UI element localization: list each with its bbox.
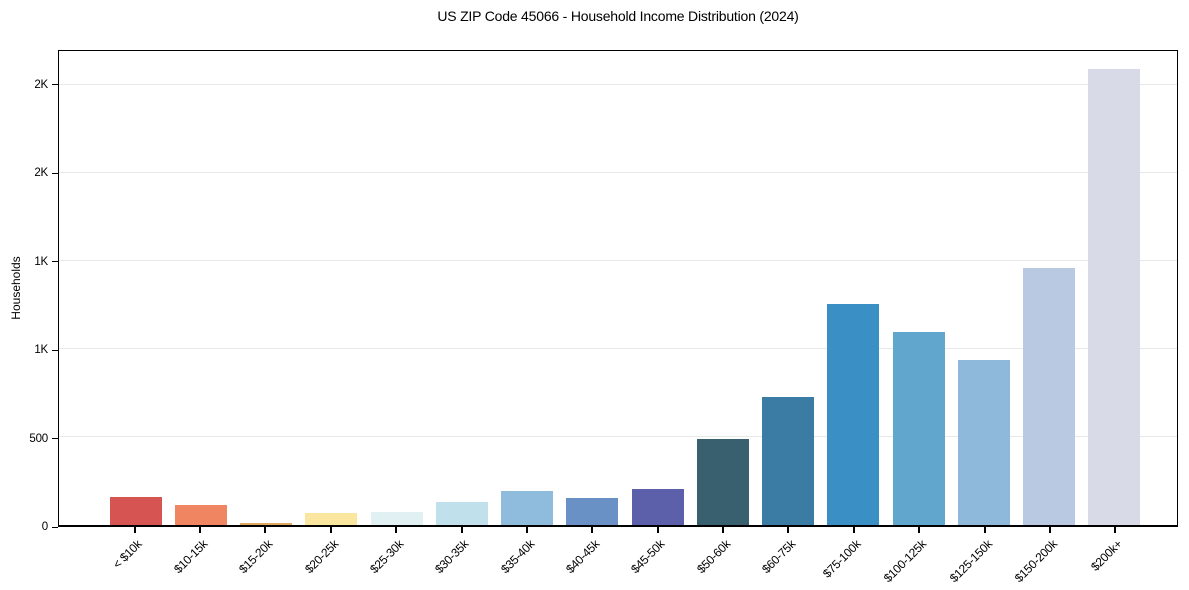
y-tick-mark [52,261,58,262]
x-tick-label: $30-35k [432,537,472,577]
bar-slot [690,51,755,525]
x-tick-mark [525,527,528,533]
bar-slot [821,51,886,525]
bar-slot [560,51,625,525]
bar-slot [625,51,690,525]
x-tick-mark [656,527,659,533]
bar-slot [1017,51,1082,525]
bar-$10-15k [174,505,227,525]
bar-slot [756,51,821,525]
x-tick-label: $10-15k [170,537,210,577]
x-tick-mark [1048,527,1051,533]
y-tick-label: 1K [34,255,48,268]
bar-slot [495,51,560,525]
y-tick-label: 1K [34,344,48,356]
y-tick-mark [52,172,58,174]
x-tick-mark [983,527,986,533]
bar-slot [886,51,951,525]
x-tick-mark [329,527,332,533]
y-tick-label: 0 [41,521,48,533]
bar-$30-35k [435,502,488,525]
chart-title: US ZIP Code 45066 - Household Income Dis… [437,8,799,24]
bar-$20-25k [305,512,358,525]
gridline [59,84,1177,86]
bar-$40-45k [566,498,619,525]
x-tick-label: $50-60k [693,537,733,577]
x-tick-mark [591,527,594,533]
bar-$25-30k [370,512,423,525]
bar-slot [299,51,364,525]
bar-slot [234,51,299,525]
x-tick-mark [395,527,398,533]
bar-$35-40k [501,491,554,525]
x-tick-label: $25-30k [367,537,407,577]
bar-slot [951,51,1016,525]
y-tick-label: 500 [29,432,48,445]
bar-$100-125k [892,331,945,525]
x-tick-label: < $10k [110,537,145,572]
bar-$45-50k [631,489,684,525]
x-tick-mark [918,527,921,533]
x-tick-label: $40-45k [563,537,603,577]
x-tick-mark [460,527,463,533]
bar-slot [103,51,168,525]
bar-slot [429,51,494,525]
x-tick-mark [787,527,790,533]
x-tick-label: $35-40k [497,537,537,577]
bar-series [103,51,1147,525]
y-tick-mark [52,526,58,528]
bar-slot [1082,51,1147,525]
y-tick-label: 2K [34,78,48,91]
bar-$200k+ [1088,69,1141,525]
y-tick-mark [52,84,58,85]
x-tick-label: $60-75k [759,537,799,577]
x-tick-label: $15-20k [236,537,276,577]
x-tick-label: $200k+ [1088,537,1126,574]
x-tick-mark [722,527,725,533]
x-tick-label: $75-100k [820,537,864,581]
x-tick-mark [852,527,855,533]
bar-< $10k [109,497,162,525]
y-tick-mark [52,438,58,439]
y-tick-label: 2K [34,167,48,179]
gridline [59,172,1177,174]
plot-area [58,50,1178,527]
bar-$15-20k [240,522,293,525]
x-tick-label: $150-200k [1011,537,1060,586]
gridline [59,436,1177,438]
x-tick-label: $100-125k [880,537,930,586]
bar-$50-60k [696,438,749,525]
bar-slot [168,51,233,525]
bar-$75-100k [827,304,880,525]
x-tick-mark [133,527,136,533]
bar-$125-150k [957,359,1010,525]
y-tick-mark [52,349,58,351]
bar-$60-75k [762,396,815,525]
bar-$150-200k [1023,268,1076,525]
bar-slot [364,51,429,525]
x-tick-mark [264,527,267,533]
x-tick-mark [199,527,202,533]
x-tick-mark [1114,527,1117,533]
x-tick-label: $125-150k [946,537,995,586]
gridline [59,260,1177,262]
x-tick-label: $45-50k [628,537,668,577]
x-tick-label: $20-25k [301,537,341,577]
gridline [59,348,1177,350]
